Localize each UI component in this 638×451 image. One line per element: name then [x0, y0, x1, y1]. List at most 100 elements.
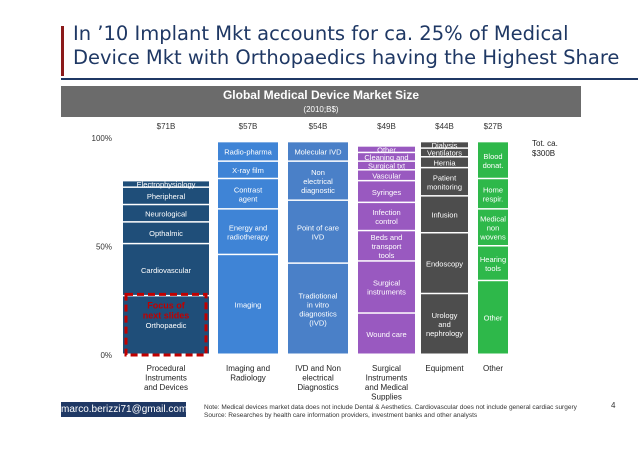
segment-label: Tradiotional	[299, 291, 338, 300]
segment-label: Orthopaedic	[146, 321, 187, 330]
column-total-label: $71B	[157, 122, 176, 131]
segment-label: nephrology	[426, 329, 463, 338]
bar-segment	[123, 181, 209, 187]
bar-segment	[421, 294, 468, 354]
highlight-label: Focus of	[147, 300, 186, 310]
segment-label: Ventilators	[427, 149, 462, 158]
category-label: Procedural	[147, 364, 186, 373]
segment-label: Dialysis	[432, 141, 458, 150]
source-text: Source: Researches by health care inform…	[204, 412, 478, 419]
bar-segment	[478, 281, 508, 354]
footnote: Note: Medical devices market data does n…	[204, 404, 584, 420]
bar-segment	[358, 181, 415, 202]
segment-label: Radio-pharma	[224, 148, 272, 157]
segment-label: donat.	[483, 161, 504, 170]
segment-label: Infusion	[431, 211, 457, 220]
segment-label: monitoring	[427, 182, 462, 191]
segment-label: Beds and	[371, 233, 403, 242]
segment-label: Syringes	[372, 188, 401, 197]
bar-segment	[358, 170, 415, 180]
segment-label: instruments	[367, 288, 406, 297]
title-accent-bar	[61, 26, 64, 76]
segment-label: Medical	[480, 215, 506, 224]
bar-segment	[421, 196, 468, 232]
bar-segment	[478, 142, 508, 178]
segment-label: tools	[485, 264, 501, 273]
column-total-label: $49B	[377, 122, 396, 131]
segment-label: transport	[372, 242, 403, 251]
segment-label: Opthalmic	[149, 229, 183, 238]
segment-label: Urology	[432, 311, 458, 320]
bar-segment	[358, 313, 415, 354]
bar-segment	[421, 148, 468, 157]
author-email[interactable]: marco.berizzi71@gmail.com	[61, 402, 188, 417]
y-tick-label: 0%	[100, 351, 112, 360]
bar-segment	[288, 142, 348, 161]
segment-label: (IVD)	[309, 318, 327, 327]
segment-label: agent	[239, 194, 259, 203]
page-number: 4	[611, 401, 616, 410]
title-divider	[61, 78, 638, 80]
segment-label: Cardiovascular	[141, 266, 192, 275]
category-label: Surgical	[372, 364, 401, 373]
bar-segment	[123, 296, 209, 354]
segment-label: Other	[377, 145, 396, 154]
bar-segment	[123, 187, 209, 204]
segment-label: Cleaning and	[364, 153, 408, 162]
segment-label: wovens	[479, 233, 506, 242]
total-annotation: $300B	[532, 149, 555, 158]
bar-segment	[421, 168, 468, 196]
bar-segment	[421, 157, 468, 167]
y-tick-label: 100%	[92, 134, 112, 143]
category-label: Imaging and	[226, 364, 270, 373]
note-text: Note: Medical devices market data does n…	[204, 404, 577, 411]
segment-label: non	[487, 224, 500, 233]
bar-segment	[358, 161, 415, 170]
segment-label: Surgical	[373, 279, 400, 288]
bar-segment	[358, 203, 415, 230]
chart-title-band: Global Medical Device Market Size (2010;…	[61, 86, 581, 117]
bar-segment	[478, 246, 508, 280]
segment-label: X-ray film	[232, 166, 264, 175]
bar-segment	[123, 205, 209, 222]
category-label: and Medical	[365, 383, 408, 392]
segment-label: electrical	[303, 177, 333, 186]
slide-title: In ’10 Implant Mkt accounts for ca. 25% …	[73, 22, 620, 69]
segment-label: Non	[311, 168, 325, 177]
bar-segment	[288, 161, 348, 200]
bar-segment	[218, 179, 278, 209]
category-label: Equipment	[425, 364, 464, 373]
segment-label: and	[438, 320, 451, 329]
segment-label: Patient	[433, 173, 457, 182]
y-tick-label: 50%	[96, 243, 112, 252]
segment-label: Electrophysiology	[137, 180, 196, 189]
bar-segment	[421, 142, 468, 148]
segment-label: Infection	[372, 208, 400, 217]
chart-subtitle: (2010;B$)	[303, 105, 339, 114]
highlight-label: next slides	[143, 310, 190, 320]
bar-segment	[288, 200, 348, 263]
category-label: Supplies	[371, 393, 402, 402]
highlight-box	[124, 292, 208, 357]
column-total-label: $27B	[484, 122, 503, 131]
segment-label: Other	[484, 314, 503, 323]
segment-label: Pheripheral	[147, 192, 186, 201]
category-label: and Devices	[144, 383, 188, 392]
column-total-label: $54B	[309, 122, 328, 131]
segment-label: diagnostics	[299, 309, 337, 318]
bar-segment	[421, 233, 468, 293]
segment-label: tools	[379, 251, 395, 260]
segment-label: Neurological	[145, 209, 187, 218]
bar-segment	[218, 142, 278, 161]
segment-label: Home	[483, 185, 503, 194]
segment-label: IVD	[312, 232, 325, 241]
bar-segment	[123, 244, 209, 295]
bar-segment	[478, 209, 508, 245]
segment-label: Vascular	[372, 171, 401, 180]
segment-label: Surgical txt	[368, 162, 406, 171]
category-label: Other	[483, 364, 503, 373]
segment-label: Imaging	[235, 301, 262, 310]
bar-segment	[123, 222, 209, 243]
category-label: IVD and Non	[295, 364, 341, 373]
